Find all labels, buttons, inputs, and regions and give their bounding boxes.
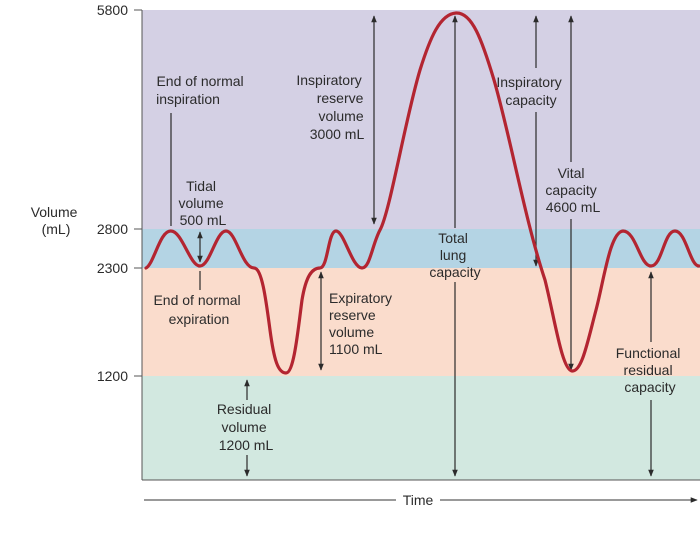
- spirogram-curve: [144, 11, 700, 375]
- functional-residual-capacity-label: Functional residual capacity: [616, 345, 684, 395]
- end-normal-inspiration-label: End of normal inspiration: [156, 73, 247, 107]
- expiratory-reserve-volume-label: Expiratory reserve volume 1100 mL: [329, 290, 396, 357]
- y-axis-label: Volume (mL): [31, 204, 82, 237]
- inspiratory-capacity-label: Inspiratory capacity: [496, 74, 565, 108]
- x-axis-label: Time: [403, 492, 434, 508]
- tick-label-2800: 2800: [97, 221, 128, 237]
- tick-label-5800: 5800: [97, 2, 128, 18]
- residual-volume-label: Residual volume 1200 mL: [217, 401, 275, 453]
- tidal-volume-label: Tidal volume 500 mL: [178, 178, 227, 228]
- end-normal-expiration-label: End of normal expiration: [153, 292, 244, 327]
- total-lung-capacity-label: Total lung capacity: [429, 230, 480, 280]
- zone-expiratory-reserve: [142, 268, 700, 376]
- zone-inspiratory-reserve: [142, 10, 700, 229]
- vital-capacity-label: Vital capacity 4600 mL: [545, 165, 600, 215]
- tick-label-1200: 1200: [97, 368, 128, 384]
- inspiratory-reserve-volume-label: Inspiratory reserve volume 3000 mL: [296, 72, 367, 142]
- tick-label-2300: 2300: [97, 260, 128, 276]
- zone-residual: [142, 376, 700, 480]
